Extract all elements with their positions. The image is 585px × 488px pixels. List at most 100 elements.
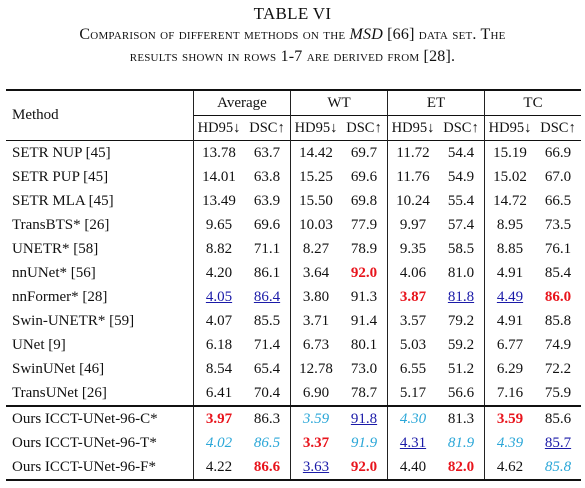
cell-value: 86.6: [253, 458, 281, 475]
cell-value: 66.5: [544, 192, 572, 209]
hd95-value: 3.64: [290, 261, 341, 285]
hd95-value: 7.16: [484, 381, 535, 406]
dsc-value: 56.6: [438, 381, 485, 406]
dsc-value: 85.8: [535, 309, 581, 333]
cell-value: 4.91: [496, 312, 524, 329]
group-header-wt: WT: [290, 89, 388, 116]
dsc-value: 63.7: [244, 140, 291, 165]
cell-value: 4.62: [496, 458, 524, 475]
hd95-value: 10.24: [387, 189, 438, 213]
metric-header-dsc: DSC↑: [438, 115, 485, 141]
dsc-value: 91.8: [341, 405, 388, 431]
hd95-value: 3.59: [484, 405, 535, 431]
dsc-value: 81.9: [438, 431, 485, 455]
cell-value: 13.49: [202, 192, 236, 209]
metric-header-hd95: HD95↓: [387, 115, 438, 141]
method-name: Ours ICCT-UNet-96-T*: [12, 434, 157, 451]
dsc-value: 58.5: [438, 237, 485, 261]
caption-line-1: Comparison of different methods on the M…: [0, 24, 585, 46]
hd95-value: 3.71: [290, 309, 341, 333]
dsc-value: 54.4: [438, 140, 485, 165]
cell-value: 85.6: [544, 410, 572, 427]
hd95-value: 6.77: [484, 333, 535, 357]
cell-value: 3.97: [205, 410, 233, 427]
results-body: SETR NUP [45] 13.78 63.7 14.42 69.7 11.72 54.4…: [6, 140, 581, 481]
cell-value: 11.76: [396, 168, 430, 185]
cell-value: 9.65: [205, 216, 233, 233]
table-row: Ours ICCT-UNet-96-T* 4.02 86.5 3.37 91.9 4.31…: [6, 431, 581, 455]
hd95-value: 4.40: [387, 455, 438, 481]
hd95-value: 6.90: [290, 381, 341, 406]
cell-value: 66.9: [544, 144, 572, 161]
method-name: Ours ICCT-UNet-96-C*: [6, 405, 194, 431]
dsc-value: 86.0: [535, 285, 581, 309]
dsc-value: 69.6: [244, 213, 291, 237]
cell-value: 13.78: [202, 144, 236, 161]
metric-header-hd95: HD95↓: [290, 115, 341, 141]
hd95-value: 4.07: [193, 309, 244, 333]
hd95-value: 12.78: [290, 357, 341, 381]
table-row: SwinUNet [46] 8.54 65.4 12.78 73.0 6.55 51.2 6.…: [6, 357, 581, 381]
hd95-value: 4.91: [484, 309, 535, 333]
hd95-value: 14.01: [193, 165, 244, 189]
cell-value: 67.0: [544, 168, 572, 185]
cell-value: 3.59: [496, 410, 524, 427]
cell-value: 72.2: [544, 360, 572, 377]
hd95-value: 4.62: [484, 455, 535, 481]
cell-value: 8.27: [302, 240, 330, 257]
cell-value: 4.02: [205, 434, 233, 451]
cell-value: 76.1: [544, 240, 572, 257]
table-row: SETR NUP [45] 13.78 63.7 14.42 69.7 11.72 54.4…: [6, 140, 581, 165]
cell-value: 4.07: [205, 312, 233, 329]
dsc-value: 81.8: [438, 285, 485, 309]
method-name: Swin-UNETR* [59]: [12, 312, 135, 329]
cell-value: 15.02: [493, 168, 527, 185]
hd95-value: 11.76: [387, 165, 438, 189]
hd95-value: 8.85: [484, 237, 535, 261]
cell-value: 4.31: [399, 434, 427, 451]
hd95-value: 4.31: [387, 431, 438, 455]
dsc-value: 92.0: [341, 261, 388, 285]
dsc-value: 73.0: [341, 357, 388, 381]
dsc-value: 91.3: [341, 285, 388, 309]
dsc-value: 55.4: [438, 189, 485, 213]
dsc-value: 70.4: [244, 381, 291, 406]
hd95-value: 4.30: [387, 405, 438, 431]
method-name: Ours ICCT-UNet-96-F*: [6, 455, 194, 481]
cell-value: 69.6: [253, 216, 281, 233]
cell-value: 78.9: [350, 240, 378, 257]
metric-header-hd95: HD95↓: [193, 115, 244, 141]
hd95-value: 3.97: [193, 405, 244, 431]
cell-value: 51.2: [447, 360, 475, 377]
table-caption: TABLE VI Comparison of different methods…: [0, 4, 585, 68]
cell-value: 81.0: [447, 264, 475, 281]
cell-value: 9.97: [399, 216, 427, 233]
group-header-tc: TC: [484, 89, 581, 116]
cell-value: 3.64: [302, 264, 330, 281]
dsc-value: 86.1: [244, 261, 291, 285]
dsc-value: 86.6: [244, 455, 291, 481]
hd95-value: 3.57: [387, 309, 438, 333]
metric-header-hd95: HD95↓: [484, 115, 535, 141]
hd95-value: 4.06: [387, 261, 438, 285]
cell-value: 85.8: [544, 458, 572, 475]
cell-value: 91.4: [350, 312, 378, 329]
cell-value: 57.4: [447, 216, 475, 233]
cell-value: 78.7: [350, 384, 378, 401]
hd95-value: 8.95: [484, 213, 535, 237]
dsc-value: 85.8: [535, 455, 581, 481]
dsc-value: 91.9: [341, 431, 388, 455]
method-name: nnFormer* [28]: [12, 288, 108, 305]
hd95-value: 4.22: [193, 455, 244, 481]
cell-value: 3.80: [302, 288, 330, 305]
hd95-value: 8.27: [290, 237, 341, 261]
cell-value: 81.3: [447, 410, 475, 427]
cell-value: 58.5: [447, 240, 475, 257]
hd95-value: 6.29: [484, 357, 535, 381]
cell-value: 14.72: [493, 192, 527, 209]
method-name: TransBTS* [26]: [12, 216, 110, 233]
cell-value: 6.41: [205, 384, 233, 401]
cell-value: 86.5: [253, 434, 281, 451]
cell-value: 69.6: [350, 168, 378, 185]
hd95-value: 6.18: [193, 333, 244, 357]
